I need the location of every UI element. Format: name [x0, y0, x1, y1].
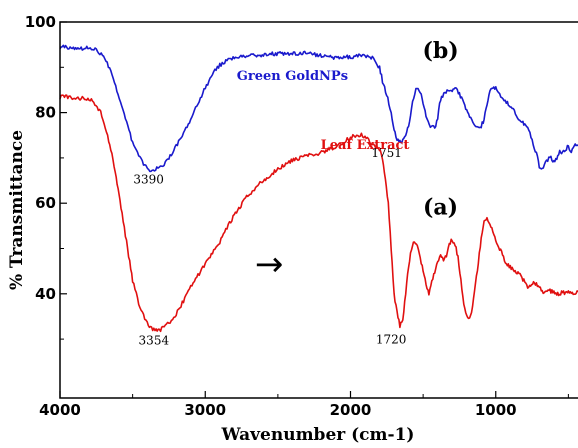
- series-label: Green GoldNPs: [237, 69, 348, 84]
- x-tick-label: 1000: [475, 401, 517, 419]
- y-axis-title: % Transmittance: [7, 130, 27, 290]
- axis-layer: 4000 3000 2000 1000 40 60 80 100: [25, 13, 569, 419]
- y-tick-label: 40: [35, 285, 56, 303]
- peak-label: 1720: [376, 333, 407, 347]
- arrow-right-icon: →: [255, 245, 284, 285]
- x-tick-label: 2000: [330, 401, 372, 419]
- series-line-a: [59, 94, 578, 333]
- label-layer: 3390 1751 3354 1720 Green GoldNPs Leaf Extrac…: [133, 38, 458, 347]
- y-tick-label: 60: [35, 194, 56, 212]
- series-line-b: [59, 44, 578, 173]
- x-axis-title: Wavenumber (cm-1): [221, 425, 415, 445]
- peak-label: 3390: [133, 173, 164, 187]
- peak-label: 3354: [139, 334, 170, 348]
- x-tick-label: 4000: [39, 401, 81, 419]
- series-layer: [59, 44, 578, 333]
- y-tick-label: 100: [25, 13, 56, 31]
- plot-frame: [59, 21, 578, 399]
- peak-label: 1751: [371, 146, 402, 160]
- panel-label: (b): [422, 38, 458, 64]
- x-tick-label: 3000: [184, 401, 226, 419]
- panel-label: (a): [423, 195, 458, 221]
- y-tick-label: 80: [35, 104, 56, 122]
- series-label: Leaf Extract: [321, 138, 410, 153]
